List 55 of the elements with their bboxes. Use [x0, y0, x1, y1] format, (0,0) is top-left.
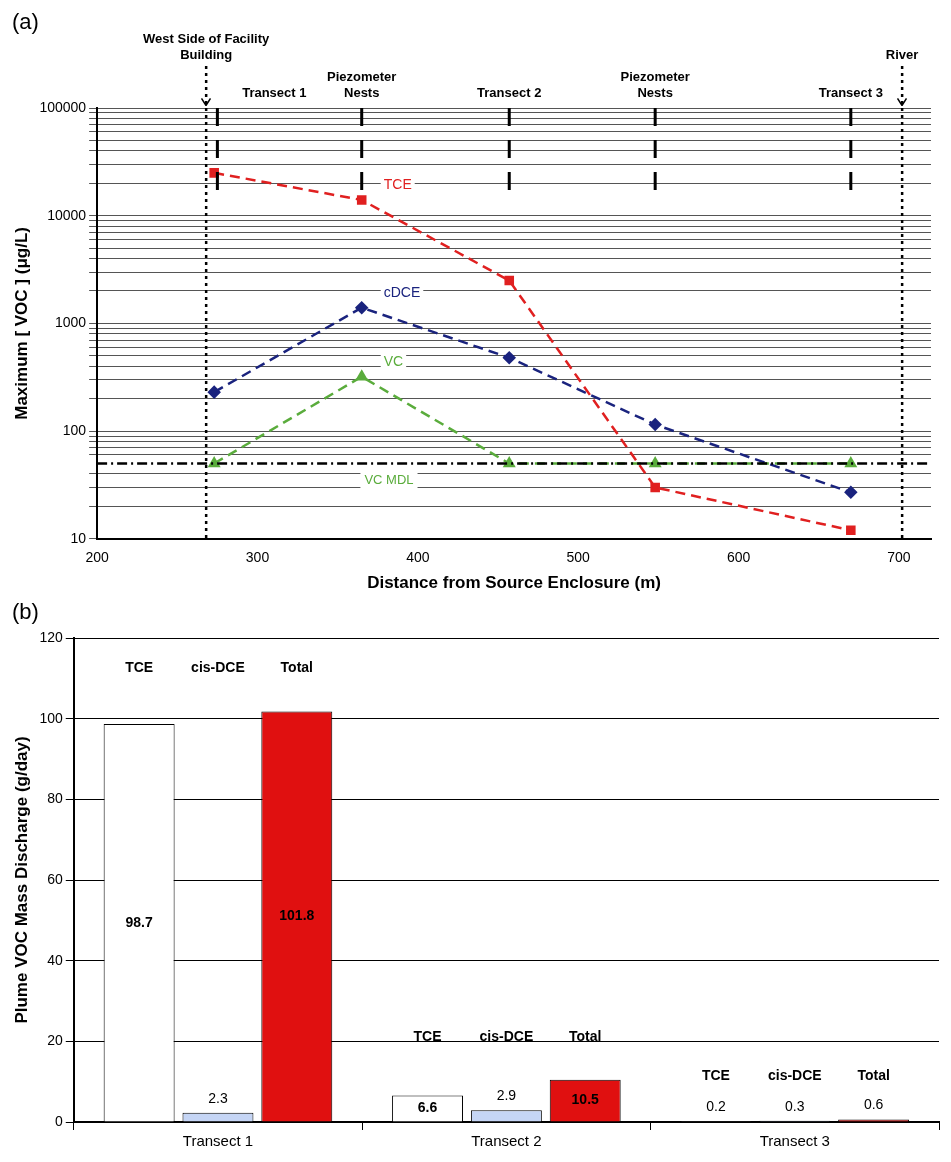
y-tick-label: 20 [47, 1032, 63, 1049]
y-tick-label: 100 [39, 709, 63, 726]
y-tick-label: 120 [39, 628, 63, 645]
y-tick-label: 0 [54, 1112, 63, 1129]
ref-line-label: Transect 1 [242, 85, 307, 101]
data-label: 0.2 [706, 1098, 726, 1115]
ref-line-label: VC MDL [364, 472, 414, 488]
y-tick-label: 10 [70, 529, 87, 546]
text: cis-DCE [479, 1027, 534, 1044]
ref-line-label: Piezometer Nests [327, 69, 397, 101]
text: (a) [12, 9, 39, 35]
x-tick-label: 400 [406, 549, 430, 566]
text: cis-DCE [767, 1067, 822, 1084]
x-tick-label: 300 [245, 549, 270, 566]
x-tick-label: 700 [887, 549, 911, 566]
text: cis-DCE [191, 659, 245, 676]
x-tick-label: Transect 1 [182, 1132, 254, 1150]
x-axis-title: Distance from Source Enclosure (m) [367, 573, 661, 593]
y-tick-label: 100000 [39, 98, 87, 115]
y-tick-label: 40 [47, 951, 63, 968]
data-label: 10.5 [571, 1091, 600, 1108]
series-label: VC [383, 352, 404, 369]
x-tick-label: 600 [726, 549, 751, 566]
data-label: 2.3 [208, 1089, 228, 1106]
y-tick-label: 100 [62, 421, 87, 438]
ref-line-label: West Side of Facility Building [143, 31, 271, 63]
text: TCE [125, 659, 154, 676]
data-label: 101.8 [279, 907, 315, 924]
data-label: 2.9 [496, 1087, 517, 1104]
x-tick-label: 500 [566, 549, 591, 566]
y-tick-label: 10000 [47, 206, 87, 223]
y-axis-title: Maximum [ VOC ] (μg/L) [11, 227, 31, 420]
data-label: 6.6 [417, 1099, 438, 1116]
ref-line-label: River [885, 47, 919, 63]
text: TCE [701, 1067, 730, 1084]
y-tick-label: 1000 [54, 314, 87, 331]
x-tick-label: Transect 2 [471, 1132, 542, 1150]
data-label: 98.7 [125, 913, 153, 930]
ref-line-label: Transect 3 [818, 85, 883, 101]
text: TCE [413, 1027, 442, 1044]
text: Total [569, 1027, 602, 1044]
series-label: TCE [383, 175, 412, 192]
data-label: 0.6 [863, 1096, 884, 1113]
data-label: 0.3 [785, 1097, 805, 1114]
ref-line-label: Transect 2 [477, 85, 542, 101]
text: Total [280, 659, 313, 676]
y-tick-label: 80 [47, 790, 63, 807]
text: Total [857, 1067, 890, 1084]
x-tick-label: 200 [85, 549, 110, 566]
series-label: cDCE [383, 283, 421, 300]
x-tick-label: Transect 3 [759, 1132, 830, 1150]
y-axis-title: Plume VOC Mass Discharge (g/day) [11, 736, 31, 1024]
ref-line-label: Piezometer Nests [620, 69, 690, 101]
y-tick-label: 60 [47, 870, 63, 887]
text: (b) [12, 599, 39, 625]
